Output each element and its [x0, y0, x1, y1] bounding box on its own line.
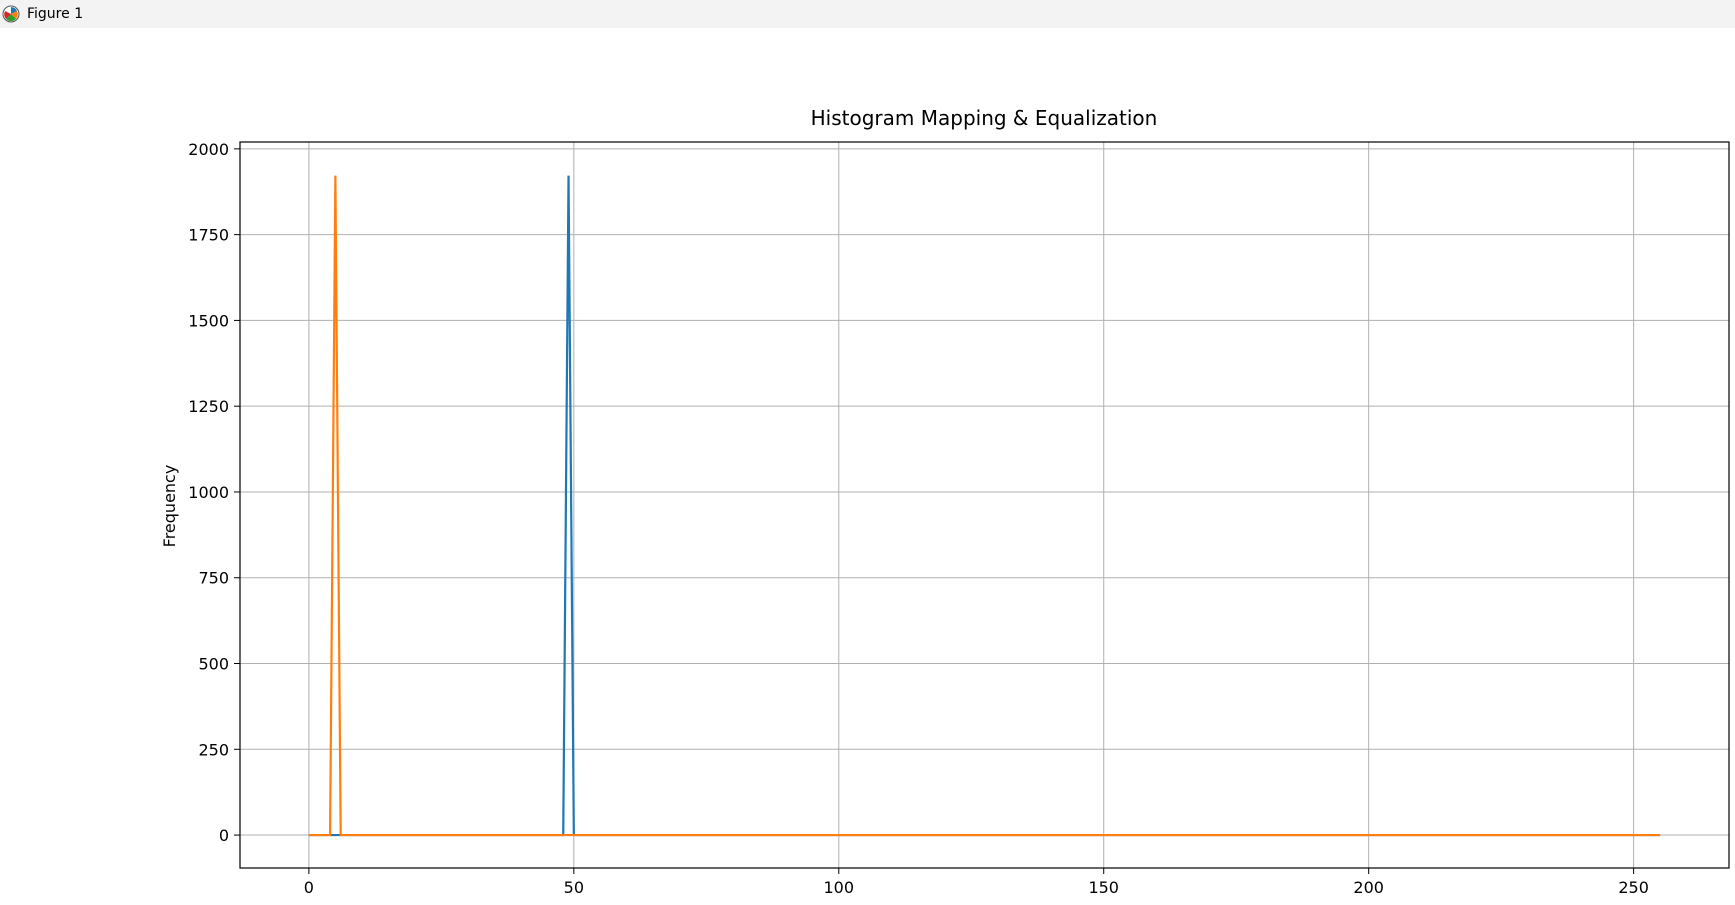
- x-tick-label: 150: [1088, 878, 1119, 897]
- chart-title: Histogram Mapping & Equalization: [811, 106, 1158, 130]
- matplotlib-logo-icon: [1, 4, 21, 24]
- y-axis-label: Frequency: [160, 465, 179, 548]
- y-tick-label: 1000: [188, 483, 229, 502]
- series-line-2: [308, 175, 1661, 837]
- y-tick-label: 0: [219, 826, 229, 845]
- y-tick-label: 250: [198, 740, 229, 759]
- x-tick-label: 100: [824, 878, 855, 897]
- figure-canvas: 0 50 100 150 200 250 0 250 500 750 1000 1250 1500 175…: [0, 28, 1735, 901]
- y-tick-label: 1250: [188, 397, 229, 416]
- plot-frame: [239, 141, 1730, 869]
- y-tick-label: 500: [198, 655, 229, 674]
- y-tick-label: 1750: [188, 226, 229, 245]
- window-titlebar: Figure 1: [0, 0, 1735, 28]
- y-tick-label: 2000: [188, 140, 229, 159]
- window-title: Figure 1: [27, 6, 84, 22]
- histogram-chart: 0 50 100 150 200 250 0 250 500 750 1000 1250 1500 175…: [160, 106, 1730, 897]
- y-tick-label: 750: [198, 569, 229, 588]
- y-tick-label: 1500: [188, 311, 229, 330]
- x-tick-label: 250: [1618, 878, 1649, 897]
- x-tick-label: 50: [564, 878, 584, 897]
- series-line-1: [308, 175, 1661, 837]
- x-tick-label: 200: [1353, 878, 1384, 897]
- x-tick-label: 0: [304, 878, 314, 897]
